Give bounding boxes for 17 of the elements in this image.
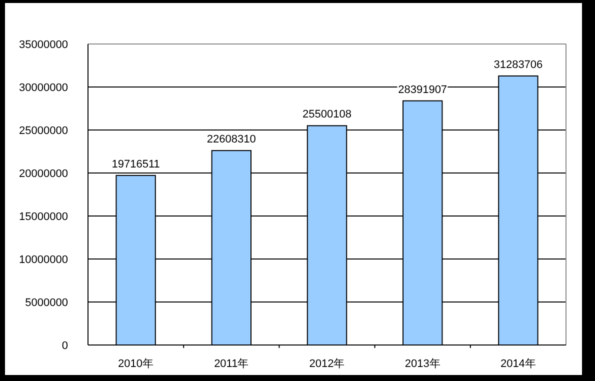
x-tick-label: 2013年: [404, 358, 440, 370]
data-label: 22608310: [206, 134, 256, 146]
x-tick-label: 2011年: [214, 358, 249, 370]
data-label: 19716511: [112, 158, 160, 170]
data-label: 25500108: [302, 108, 352, 121]
y-tick-label: 35000000: [19, 39, 68, 51]
y-tick-label: 25000000: [19, 125, 68, 137]
y-tick-label: 0: [62, 340, 68, 352]
y-tick-label: 30000000: [19, 82, 68, 94]
x-tick-label: 2014年: [500, 358, 536, 370]
y-tick-label: 5000000: [25, 297, 68, 309]
x-tick-label: 2012年: [309, 358, 345, 370]
y-tick-label: 15000000: [19, 211, 68, 223]
y-tick-label: 10000000: [19, 254, 68, 266]
y-tick-label: 20000000: [19, 168, 68, 180]
x-tick-label: 2010年: [118, 358, 154, 370]
data-label: 31283706: [494, 58, 543, 71]
